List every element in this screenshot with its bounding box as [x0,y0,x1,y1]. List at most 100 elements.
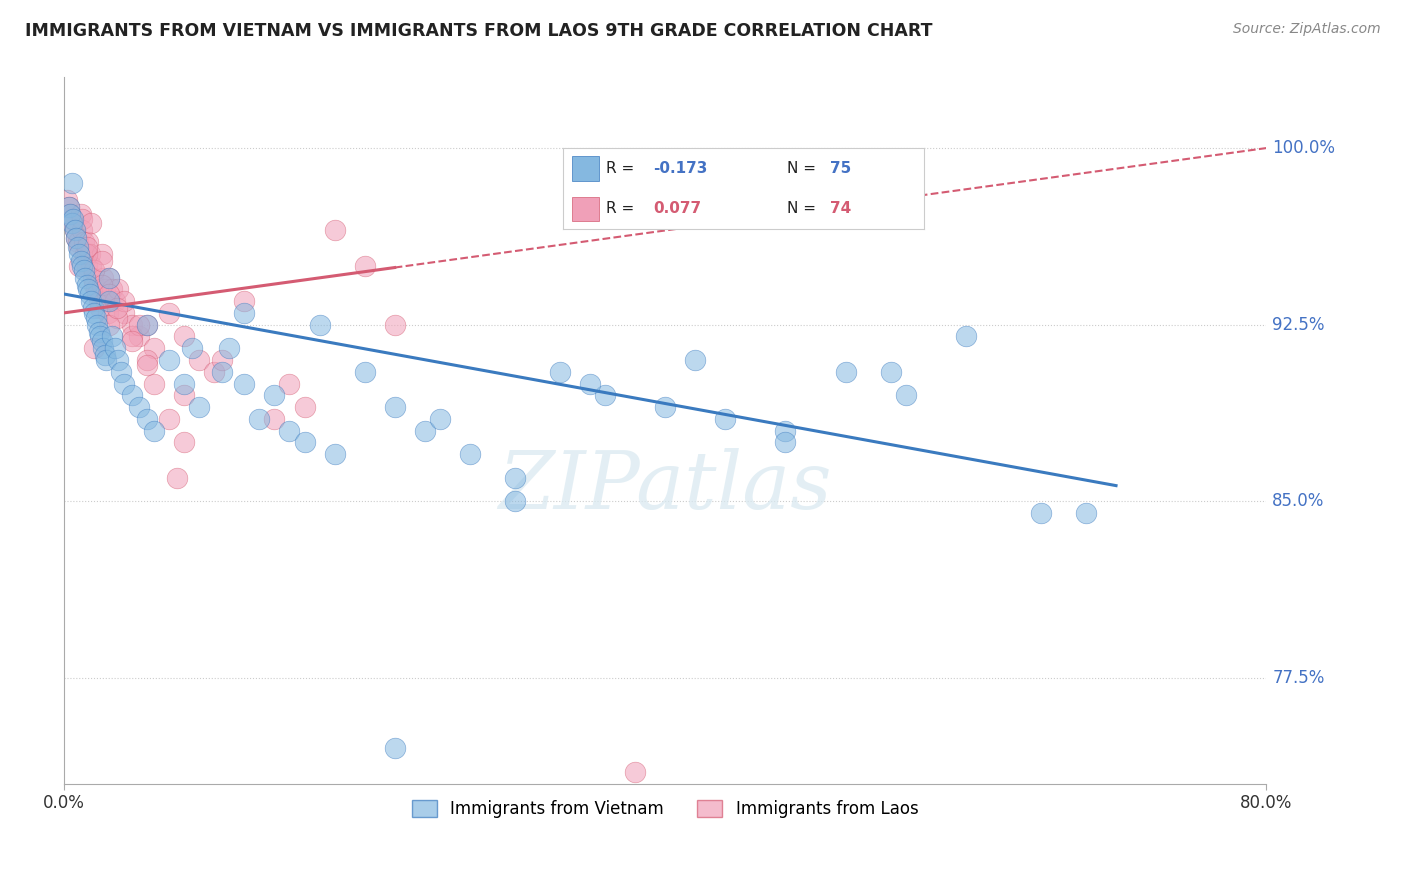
Point [58,200,80,214]
Point [67,240,90,254]
Point [84,310,107,325]
Point [80,216,103,230]
Point [91,341,114,355]
Point [121,329,143,343]
Point [429,412,451,426]
Point [188,353,211,368]
Point [66,240,89,254]
Point [775,424,797,438]
Point [104,294,127,309]
Text: 92.5%: 92.5% [1272,316,1324,334]
Point [233,376,256,391]
Point [143,424,166,438]
Point [249,412,271,426]
Point [93,348,115,362]
Point [107,353,129,368]
Point [70,211,93,226]
Point [98,270,121,285]
Point [83,277,105,292]
Point [98,318,121,332]
Point [384,400,406,414]
Point [233,294,256,309]
Point [91,270,114,285]
Point [83,263,105,277]
Point [157,353,180,368]
Point [654,400,676,414]
Point [173,435,195,450]
Point [56,193,79,207]
Point [70,259,93,273]
Point [503,471,526,485]
Point [128,400,150,414]
Point [263,412,285,426]
Point [157,306,180,320]
Point [683,353,706,368]
Point [67,247,90,261]
Point [59,207,82,221]
Point [77,235,100,250]
Point [90,247,112,261]
Point [323,447,346,461]
Point [62,216,84,230]
Point [458,447,481,461]
Point [323,223,346,237]
Point [955,329,977,343]
Point [63,223,86,237]
Point [211,365,233,379]
Point [101,282,124,296]
Point [1074,506,1097,520]
Point [76,277,98,292]
Point [98,294,121,309]
Point [69,254,91,268]
Point [94,353,117,368]
Point [60,211,83,226]
Point [82,270,104,285]
Point [58,200,80,214]
Legend: Immigrants from Vietnam, Immigrants from Laos: Immigrants from Vietnam, Immigrants from… [405,793,925,825]
Point [86,287,108,301]
Point [86,318,108,332]
Point [353,259,375,273]
Point [188,400,211,414]
Point [112,376,135,391]
Text: 100.0%: 100.0% [1272,139,1336,157]
Point [128,318,150,332]
Point [65,230,87,244]
Point [263,388,285,402]
Point [112,294,135,309]
Point [278,376,301,391]
Text: ZIPatlas: ZIPatlas [499,449,832,526]
Point [579,376,602,391]
Point [135,358,157,372]
Point [135,412,157,426]
Point [84,282,107,296]
Point [278,424,301,438]
Point [80,294,103,309]
Point [384,318,406,332]
Point [79,287,101,301]
Point [90,334,112,348]
Point [90,277,112,292]
Point [67,259,90,273]
Point [101,329,124,343]
Point [98,270,121,285]
Point [353,365,375,379]
Point [1029,506,1052,520]
Point [75,270,97,285]
Point [104,341,127,355]
Point [98,287,121,301]
Point [413,424,436,438]
Point [157,412,180,426]
Point [624,764,647,779]
Point [121,318,143,332]
Point [93,282,115,296]
Point [94,294,117,309]
Point [294,435,316,450]
Point [143,376,166,391]
Point [75,247,97,261]
Point [76,247,98,261]
Point [173,388,195,402]
Point [121,334,143,348]
Point [76,259,98,273]
Point [233,306,256,320]
